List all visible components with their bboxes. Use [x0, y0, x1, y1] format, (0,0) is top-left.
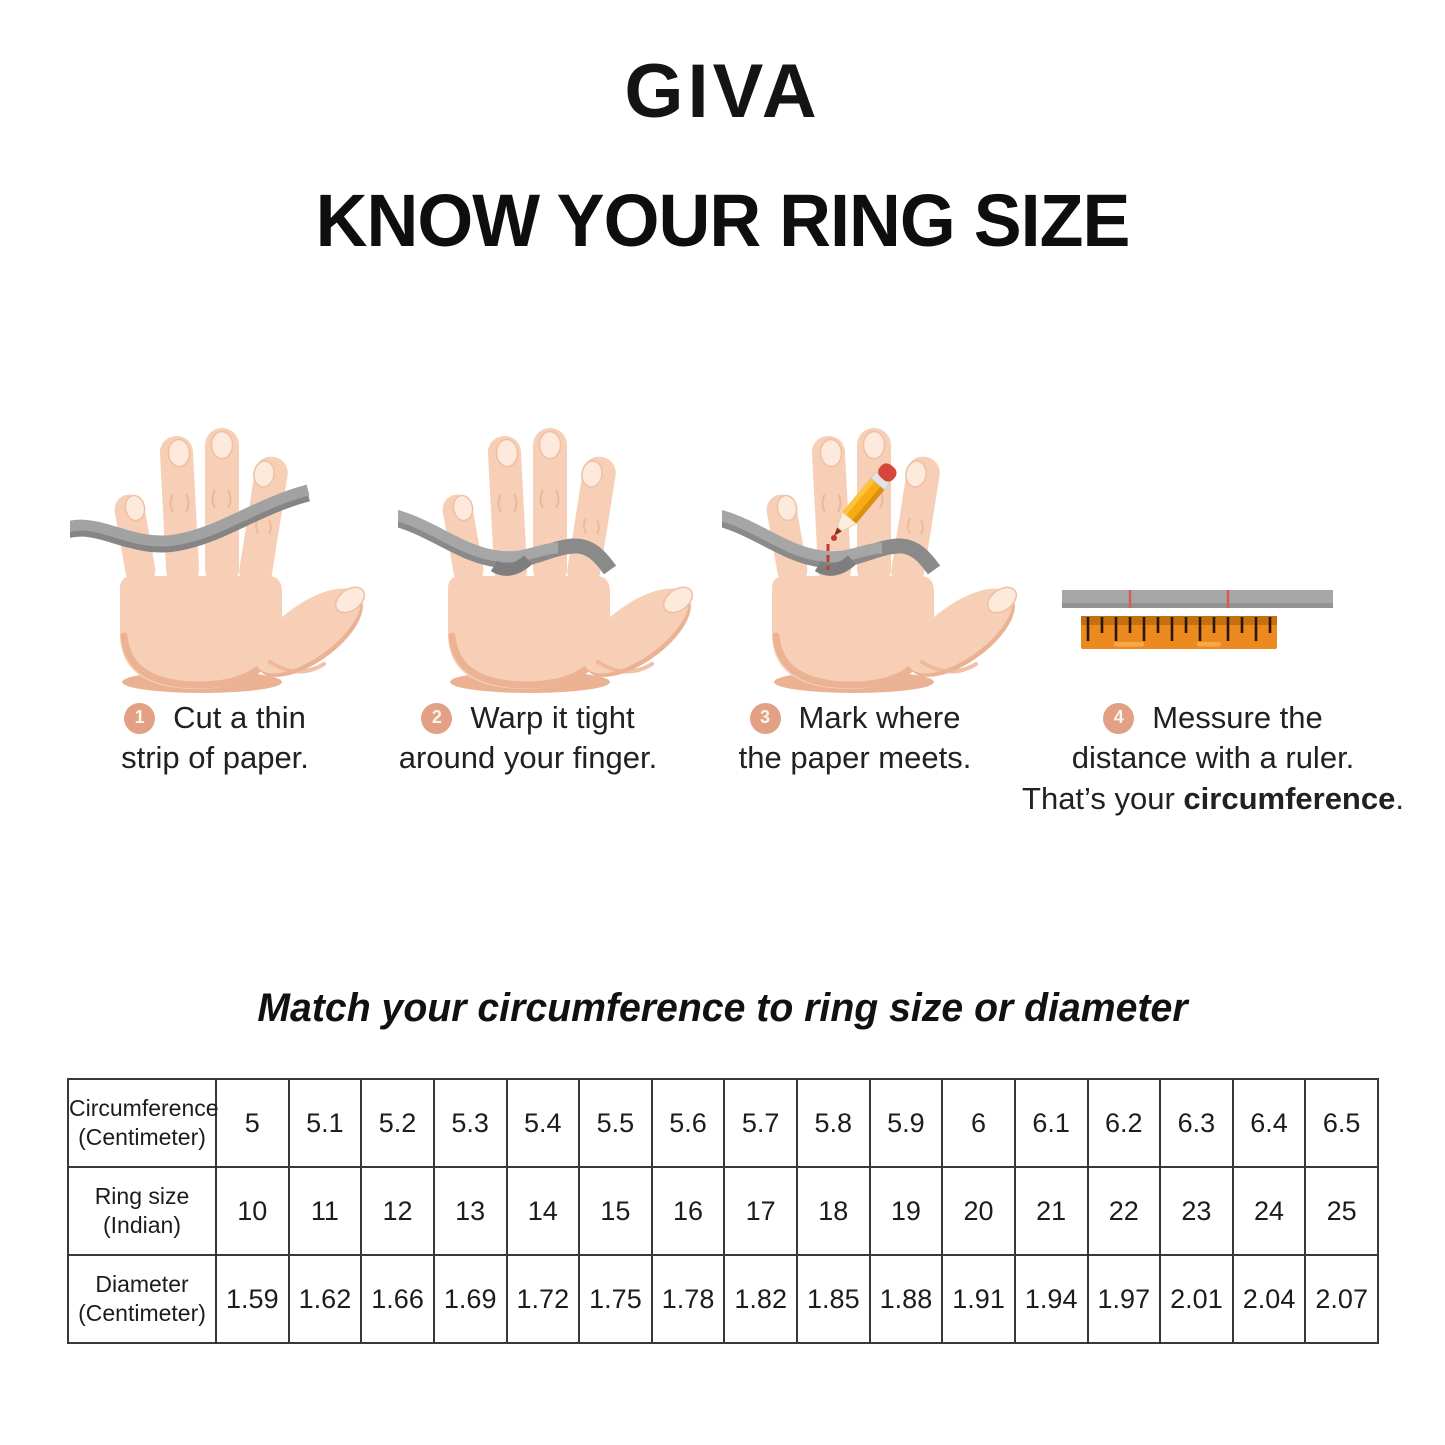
table-cell: 17	[723, 1166, 798, 1256]
paper-strip-wrapped-icon	[398, 509, 617, 576]
page-title: KNOW YOUR RING SIZE	[315, 179, 1131, 262]
table-cell: 1.69	[432, 1254, 508, 1344]
table-cell: 13	[432, 1166, 508, 1256]
step3-number-badge: 3	[749, 702, 781, 734]
table-cell: 20	[941, 1166, 1016, 1256]
step4-line3: That’s your circumference.	[1022, 780, 1404, 816]
table-cell: 1.66	[360, 1254, 435, 1344]
step4-caption: 4 Messure the distance with a ruler. Tha…	[1018, 698, 1408, 819]
table-row-diameter: Diameter (Centimeter) 1.59 1.62 1.66 1.69…	[67, 1254, 1379, 1344]
table-cell: 12	[360, 1166, 435, 1256]
table-cell: 15	[578, 1166, 653, 1256]
table-cell: 1.59	[215, 1254, 290, 1344]
table-cell: 5.8	[796, 1078, 871, 1168]
table-subtitle: Match your circumference to ring size or…	[257, 986, 1188, 1030]
table-cell: 5.5	[578, 1078, 653, 1168]
table-cell: 1.62	[287, 1254, 363, 1344]
table-cell: 1.91	[941, 1254, 1016, 1344]
table-cell: 1.85	[796, 1254, 871, 1344]
table-row-circumference: Circumference (Centimeter) 5 5.1 5.2 5.3 …	[67, 1078, 1379, 1168]
giva-logo: GIVA	[624, 49, 821, 134]
table-cell: 5.1	[287, 1078, 363, 1168]
table-cell: 5.6	[650, 1078, 726, 1168]
table-cell: 19	[868, 1166, 944, 1256]
row-header-ring-size: Ring size (Indian)	[67, 1166, 217, 1256]
step1-number-badge: 1	[124, 702, 156, 734]
table-cell: 16	[650, 1166, 726, 1256]
table-cell: 6.2	[1086, 1078, 1162, 1168]
table-cell: 6.3	[1159, 1078, 1234, 1168]
step1-line2: strip of paper.	[121, 740, 309, 776]
table-cell: 5.7	[723, 1078, 798, 1168]
table-cell: 14	[505, 1166, 581, 1256]
table-cell: 6	[941, 1078, 1016, 1168]
table-cell: 25	[1304, 1166, 1379, 1256]
pencil-icon	[834, 463, 897, 536]
circumference-emphasis: circumference	[1183, 780, 1396, 816]
step2-number-badge: 2	[421, 702, 453, 734]
red-mark-icon	[826, 535, 837, 570]
paper-strip-flat-icon	[1062, 590, 1333, 608]
table-cell: 5.3	[432, 1078, 508, 1168]
ring-size-table: Circumference (Centimeter) 5 5.1 5.2 5.3 …	[67, 1078, 1379, 1344]
step3-line2: the paper meets.	[738, 740, 972, 776]
table-cell: 23	[1159, 1166, 1234, 1256]
table-row-ring-size: Ring size (Indian) 10 11 12 13 14 15 16 1…	[67, 1166, 1379, 1256]
hand-wrapped-strip-illustration-step2	[398, 398, 698, 698]
table-cell: 2.04	[1231, 1254, 1307, 1344]
ruler-measure-illustration-step4	[1062, 590, 1333, 649]
step1-line1: Cut a thin	[173, 700, 306, 735]
step1-caption: 1 Cut a thin strip of paper.	[60, 698, 370, 779]
paper-strip-icon	[70, 484, 310, 553]
table-cell: 6.5	[1304, 1078, 1379, 1168]
table-cell: 5.2	[360, 1078, 435, 1168]
table-cell: 1.88	[868, 1254, 944, 1344]
table-cell: 5	[215, 1078, 290, 1168]
hand-marked-strip-illustration-step3	[722, 398, 1022, 698]
table-cell: 6.4	[1231, 1078, 1307, 1168]
step3-line1: Mark where	[798, 700, 961, 735]
table-cell: 10	[215, 1166, 290, 1256]
hand-paper-strip-illustration-step1	[70, 398, 370, 698]
table-cell: 22	[1086, 1166, 1162, 1256]
table-cell: 5.4	[505, 1078, 581, 1168]
step3-caption: 3 Mark where the paper meets.	[690, 698, 1020, 779]
table-cell: 1.94	[1013, 1254, 1089, 1344]
row-header-circumference: Circumference (Centimeter)	[67, 1078, 219, 1168]
step2-caption: 2 Warp it tight around your finger.	[368, 698, 688, 779]
table-cell: 18	[796, 1166, 871, 1256]
table-cell: 1.97	[1086, 1254, 1162, 1344]
table-cell: 6.1	[1013, 1078, 1089, 1168]
table-cell: 21	[1013, 1166, 1089, 1256]
table-cell: 1.72	[505, 1254, 581, 1344]
paper-strip-wrapped-icon	[722, 509, 941, 576]
table-cell: 11	[287, 1166, 363, 1256]
step4-number-badge: 4	[1103, 702, 1135, 734]
step2-line1: Warp it tight	[470, 700, 635, 735]
ruler-icon	[1081, 616, 1277, 649]
step2-line2: around your finger.	[398, 740, 658, 776]
step4-line1: Messure the	[1152, 700, 1323, 735]
table-cell: 1.78	[650, 1254, 726, 1344]
table-cell: 24	[1231, 1166, 1307, 1256]
table-cell: 5.9	[868, 1078, 944, 1168]
table-cell: 1.82	[723, 1254, 798, 1344]
row-header-diameter: Diameter (Centimeter)	[67, 1254, 217, 1344]
table-cell: 2.01	[1159, 1254, 1234, 1344]
step4-line2: distance with a ruler.	[1071, 740, 1355, 776]
table-cell: 2.07	[1304, 1254, 1379, 1344]
table-cell: 1.75	[578, 1254, 653, 1344]
